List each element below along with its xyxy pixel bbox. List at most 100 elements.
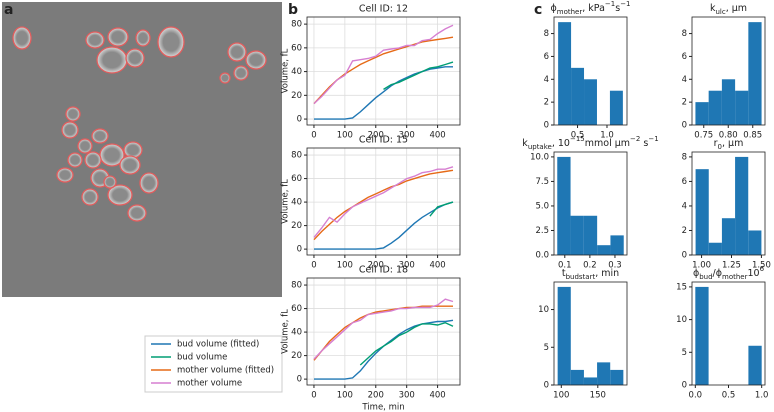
title-part: r [714, 138, 718, 149]
series-line [313, 305, 453, 361]
title-part: /ϕ [713, 268, 722, 279]
chart-title: ϕbud/ϕmother106 [693, 265, 765, 281]
x-axis-label: Time, min [361, 403, 404, 412]
bar [597, 245, 611, 255]
y-tick-label: 8 [682, 29, 687, 39]
bar [609, 90, 623, 125]
segmented-cells [12, 26, 267, 222]
title-part: , kPa [582, 3, 605, 14]
x-tick-label: 0 [311, 261, 316, 271]
y-tick-label: 2.5 [535, 226, 549, 236]
x-tick-label: 1.0 [755, 391, 769, 401]
series-line [314, 66, 453, 120]
y-tick-label: 8 [544, 29, 549, 39]
x-tick-label: 300 [399, 391, 415, 401]
title-part: −1 [620, 0, 630, 8]
x-tick-label: 1.25 [722, 261, 741, 271]
y-tick-label: 0 [297, 375, 302, 385]
y-tick-label: 4 [682, 201, 687, 211]
title-part: , min [595, 268, 619, 279]
y-tick-label: 6 [682, 177, 687, 187]
panel-label: a [4, 2, 13, 18]
series-line [314, 319, 454, 380]
legend: bud volume (fitted) bud volume mother volu… [144, 335, 283, 393]
bar [558, 22, 572, 126]
x-tick-label: 400 [429, 131, 445, 141]
bar [695, 286, 709, 385]
legend-label: mother volume (fitted) [177, 366, 274, 376]
title-part: t [562, 268, 566, 279]
line-chart: 0 100 200 300 400 0 20 40 60 80 Cell ID: 12 Volume,… [281, 4, 461, 141]
title-part: 6 [760, 265, 765, 273]
line-chart: 0 100 200 300 400 0 20 40 60 80 Cell ID: 18 Volume,… [281, 265, 461, 412]
y-tick-label: 40 [291, 328, 302, 338]
y-axis-label: Volume, fL [281, 179, 291, 224]
title-part: , 10 [552, 138, 570, 149]
bar [748, 345, 762, 385]
bar [721, 79, 736, 125]
title-part: s [615, 3, 620, 14]
legend-label: bud volume [177, 353, 227, 363]
title-part: −1 [605, 0, 615, 8]
x-tick-label: 0.80 [719, 131, 738, 141]
bar [708, 90, 722, 125]
bar [570, 215, 584, 255]
y-tick-label: 5 [544, 343, 549, 353]
title-part: mmol μm [585, 138, 630, 149]
microscopy-image [2, 2, 282, 297]
chart-title: r0, μm [714, 138, 744, 152]
x-tick-label: 100 [337, 261, 353, 271]
bar [748, 230, 762, 255]
x-tick-label: 0.85 [743, 131, 762, 141]
x-tick-label: 0 [311, 131, 316, 141]
x-tick-label: 1.00 [692, 261, 711, 271]
y-tick-label: 2 [682, 98, 687, 108]
plot-frame [691, 151, 766, 256]
bar [557, 286, 571, 385]
bar [571, 67, 585, 125]
bar [735, 156, 749, 255]
y-tick-label: 20 [291, 221, 302, 231]
chart-title: kulc, μm [710, 3, 747, 17]
x-tick-label: 1.50 [752, 261, 771, 271]
y-tick-label: 15 [676, 282, 687, 292]
title-part: −1 [648, 135, 658, 143]
y-tick-label: 10.0 [530, 152, 549, 162]
bar [695, 169, 709, 255]
y-tick-label: 40 [291, 198, 302, 208]
x-tick-label: 300 [399, 131, 415, 141]
y-tick-label: 0 [544, 381, 549, 391]
title-part: ϕ [550, 3, 556, 14]
chart-title: Cell ID: 12 [359, 4, 408, 15]
bar [695, 102, 709, 125]
chart-title: Cell ID: 15 [359, 135, 408, 146]
plot-frame [691, 16, 766, 126]
y-tick-label: 4 [544, 75, 549, 85]
bar [721, 218, 736, 255]
y-tick-label: 0 [682, 121, 687, 131]
bar [597, 362, 611, 385]
bar [557, 156, 571, 255]
plot-frame [553, 281, 628, 386]
plot-frame [553, 151, 628, 256]
title-part: bud [699, 273, 712, 281]
y-tick-label: 2 [682, 226, 687, 236]
title-part: −2 [630, 135, 640, 143]
x-tick-label: 300 [399, 261, 415, 271]
x-tick-label: 0.5 [722, 391, 736, 401]
chart-title: kuptake, 10−15mmol μm−2 s−1 [522, 135, 658, 151]
x-tick-label: 400 [429, 391, 445, 401]
y-tick-label: 80 [291, 20, 302, 30]
title-part: uptake [528, 143, 552, 151]
chart-title: ϕmother, kPa−1s−1 [550, 0, 630, 16]
x-tick-label: 0.75 [694, 131, 713, 141]
series-line [313, 169, 454, 241]
plot-frame [691, 281, 766, 386]
plot-frame [553, 16, 628, 126]
title-part: k [522, 138, 528, 149]
title-part: k [710, 3, 716, 14]
x-tick-label: 100 [337, 131, 353, 141]
bar [583, 215, 598, 255]
